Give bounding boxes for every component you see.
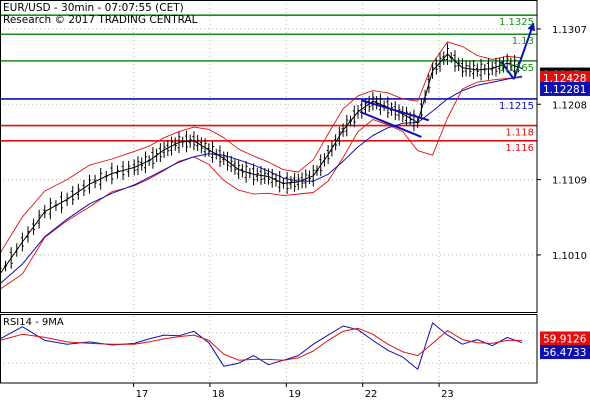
projection-arrow-stem (500, 61, 515, 80)
price-series (0, 22, 536, 290)
x-tick-label: 18 (212, 389, 225, 400)
trendline-pennant-lower (359, 110, 422, 138)
series-line-bollinger-upper (0, 41, 523, 254)
y-tick-label: 1.1208 (552, 100, 587, 111)
x-tick-label: 22 (365, 389, 378, 400)
trendline-projection-arrow (512, 22, 536, 80)
trendline-pennant-upper (361, 99, 430, 122)
indicator-tag-moving_average-text: 1.12281 (543, 84, 586, 96)
level-label: 1.1215 (499, 101, 534, 112)
level-label: 1.1325 (499, 17, 534, 28)
chart-labels: 1.1307 1.1208 1.1109 1.1010 17 18 19 22 23 1.1325… (136, 17, 590, 400)
chart-frame (0, 0, 541, 384)
indicator-tag-moving_average: 1.12281 (540, 81, 590, 96)
indicator-tag-bollinger-text: 1.12428 (543, 73, 586, 85)
series-line-bollinger-lower (0, 77, 523, 290)
indicator-tag-bollinger: 1.12428 (540, 70, 590, 85)
indicator-tag-moving_average-box (540, 81, 590, 96)
rsi-title: RSI14 - 9MA (3, 317, 64, 328)
level-label: 1.1265 (499, 63, 534, 74)
rsi-value-tag-rsi-ma-text: 59.9126 (543, 333, 587, 345)
x-tick-label: 19 (288, 389, 301, 400)
rsi-value-tag-rsi-ma-box (540, 331, 590, 346)
chart-title: EUR/USD - 30min - 07:07:55 (CET) (3, 2, 184, 14)
level-label: 1.116 (505, 143, 534, 154)
copyright-notice: Research © 2017 TRADING CENTRAL (3, 14, 198, 26)
main-panel-border (0, 0, 538, 313)
rsi-value-tag-rsi-box (540, 345, 590, 360)
indicator-tag-bollinger-box (540, 70, 590, 85)
rsi-panel (0, 322, 537, 370)
rsi-line-rsi-ma (0, 327, 523, 361)
rsi-value-tag-rsi-ma: 59.9126 (540, 331, 590, 346)
rsi-panel-border (0, 314, 538, 384)
rsi-value-tag-rsi-text: 56.4733 (543, 347, 586, 359)
rsi-value-tag-rsi: 56.4733 (540, 345, 590, 360)
level-label: 1.118 (505, 128, 534, 139)
level-label: 1.13 (512, 36, 534, 47)
y-tick-label: 1.1307 (552, 25, 587, 36)
y-tick-label: 1.1010 (552, 251, 587, 262)
x-tick-label: 23 (441, 389, 454, 400)
y-tick-label: 1.1109 (552, 176, 587, 187)
x-tick-label: 17 (136, 389, 149, 400)
